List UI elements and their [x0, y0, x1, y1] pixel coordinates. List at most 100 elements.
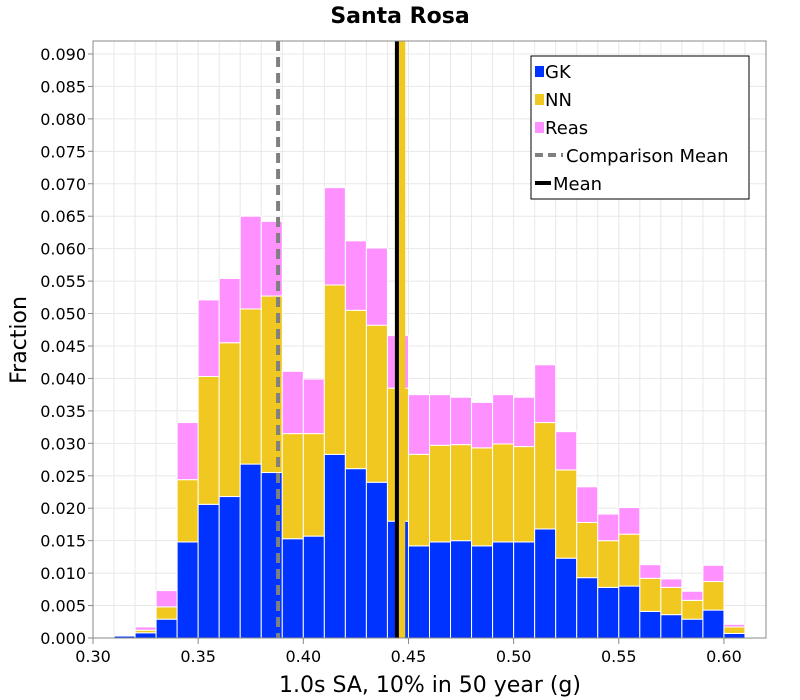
- bar-reas: [450, 396, 473, 446]
- bar-gk: [555, 557, 578, 639]
- bar-reas: [302, 378, 325, 435]
- bar-gk: [534, 528, 557, 639]
- bar-gk: [197, 503, 220, 639]
- bar-gk: [492, 541, 515, 639]
- bar-gk: [176, 541, 199, 639]
- bar-nn: [281, 433, 304, 540]
- bar-reas: [281, 370, 304, 435]
- bar-gk: [576, 577, 599, 639]
- y-tick-label: 0.050: [40, 305, 86, 324]
- y-tick-label: 0.085: [40, 77, 86, 96]
- bar-reas: [639, 564, 662, 579]
- y-tick-label: 0.065: [40, 207, 86, 226]
- x-tick-label: 0.50: [496, 647, 532, 666]
- y-tick-label: 0.060: [40, 240, 86, 259]
- bar-nn: [407, 453, 430, 547]
- bar-gk: [407, 545, 430, 639]
- y-tick-label: 0.030: [40, 434, 86, 453]
- bar-reas: [365, 247, 388, 326]
- bar-gk: [134, 632, 157, 639]
- bar-nn: [639, 577, 662, 612]
- bar-nn: [176, 479, 199, 543]
- y-tick-label: 0.055: [40, 272, 86, 291]
- x-axis: 0.30 0.35 0.40 0.45 0.50 0.55 0.60: [75, 638, 742, 666]
- bar-nn: [618, 533, 641, 587]
- y-tick-label: 0.015: [40, 532, 86, 551]
- legend-box: [530, 55, 750, 200]
- bar-reas: [344, 240, 367, 311]
- bar-gk: [302, 535, 325, 639]
- bar-nn: [660, 586, 683, 616]
- y-tick-label: 0.070: [40, 175, 86, 194]
- bar-reas: [176, 422, 199, 481]
- bar-gk: [218, 496, 241, 639]
- legend-swatch-gk: [535, 66, 544, 77]
- x-tick-label: 0.55: [601, 647, 637, 666]
- bar-gk: [618, 585, 641, 639]
- bar-reas: [239, 215, 262, 310]
- y-tick-label: 0.025: [40, 467, 86, 486]
- bar-nn: [723, 626, 746, 634]
- bar-gk: [639, 610, 662, 639]
- bar-gk: [660, 614, 683, 639]
- bar-reas: [218, 278, 241, 344]
- bar-reas: [471, 401, 494, 449]
- bar-gk: [513, 541, 536, 639]
- bar-nn: [492, 443, 515, 543]
- bar-reas: [576, 486, 599, 523]
- plot-frame: [92, 40, 767, 639]
- y-tick-label: 0.005: [40, 597, 86, 616]
- bar-nn: [597, 540, 620, 588]
- y-tick-label: 0.010: [40, 564, 86, 583]
- y-tick-label: 0.090: [40, 45, 86, 64]
- mean-lines: [276, 41, 406, 638]
- bar-gk: [344, 468, 367, 639]
- bar-nn: [365, 324, 388, 483]
- legend-label: Comparison Mean: [566, 146, 729, 167]
- bar-nn: [534, 422, 557, 530]
- bar-nn: [576, 521, 599, 579]
- y-tick-label: 0.020: [40, 499, 86, 518]
- bar-reas: [534, 364, 557, 424]
- bar-nn: [471, 447, 494, 547]
- bar-gk: [429, 541, 452, 639]
- bar-gk: [281, 538, 304, 639]
- bar-nn: [344, 309, 367, 470]
- x-tick-label: 0.30: [75, 647, 111, 666]
- bar-reas: [429, 394, 452, 446]
- bar-reas: [197, 299, 220, 377]
- bar-reas: [723, 623, 746, 628]
- bar-reas: [407, 394, 430, 455]
- bar-nn: [429, 444, 452, 543]
- bar-nn: [302, 433, 325, 537]
- bar-gk: [239, 463, 262, 639]
- bar-reas: [323, 187, 346, 286]
- y-axis: 0.000 0.005 0.010 0.015 0.020 0.025 0.030 0.035…: [40, 45, 93, 648]
- chart-title: Santa Rosa: [330, 4, 469, 29]
- bar-gk: [323, 453, 346, 639]
- bar-reas: [597, 513, 620, 542]
- y-tick-label: 0.040: [40, 369, 86, 388]
- legend-label: NN: [545, 90, 572, 111]
- bar-reas: [134, 626, 157, 631]
- bar-nn: [450, 444, 473, 542]
- bar-nn: [513, 446, 536, 543]
- legend: GK NN Reas Comparison Mean Mean: [530, 55, 750, 200]
- bar-gk: [365, 481, 388, 639]
- x-tick-label: 0.45: [391, 647, 427, 666]
- x-axis-label: 1.0s SA, 10% in 50 year (g): [279, 673, 581, 698]
- bar-nn: [155, 606, 178, 620]
- bar-gk: [450, 540, 473, 639]
- bar-reas: [492, 394, 515, 445]
- bar-gk: [681, 618, 704, 639]
- x-tick-label: 0.40: [286, 647, 322, 666]
- y-tick-label: 0.000: [40, 629, 86, 648]
- bars: [92, 187, 746, 639]
- bar-reas: [681, 590, 704, 601]
- bar-reas: [660, 578, 683, 588]
- y-axis-label: Fraction: [7, 296, 32, 384]
- bar-reas: [513, 396, 536, 448]
- bar-gk: [723, 632, 746, 639]
- bar-nn: [555, 469, 578, 559]
